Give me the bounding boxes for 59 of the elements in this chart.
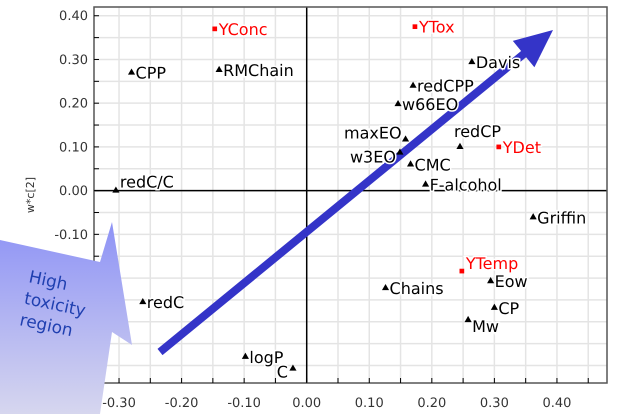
data-label: YDet xyxy=(502,138,541,157)
point xyxy=(242,352,249,359)
point xyxy=(406,160,414,166)
point xyxy=(402,135,410,142)
point xyxy=(289,364,297,371)
data-label: YConc xyxy=(218,20,268,39)
y-axis-title: w*c[2] xyxy=(24,176,37,214)
data-label: Griffin xyxy=(537,208,586,228)
data-label: w66EO xyxy=(402,95,458,114)
data-label: Eow xyxy=(494,272,528,292)
x-tick-label: -0.20 xyxy=(164,396,198,411)
y-tick-label: 0.10 xyxy=(59,140,88,156)
data-label: redC/C xyxy=(120,172,174,192)
point xyxy=(382,284,390,290)
y-tick-label: 0.00 xyxy=(59,184,88,200)
x-tick-label: 0.20 xyxy=(417,396,446,411)
y-tick-label: -0.10 xyxy=(54,228,88,243)
y-tick-label: 0.20 xyxy=(59,96,88,112)
data-label: YTox xyxy=(418,18,455,37)
point xyxy=(139,298,146,304)
point xyxy=(422,180,430,187)
point xyxy=(468,58,476,64)
data-label: CP xyxy=(498,298,520,318)
point xyxy=(490,304,498,310)
data-label: YTemp xyxy=(464,254,518,274)
data-label: redC xyxy=(146,293,184,312)
data-label: redCPP xyxy=(417,76,474,96)
point xyxy=(409,82,417,88)
point xyxy=(216,66,223,72)
x-tick-label: -0.10 xyxy=(227,396,261,411)
point xyxy=(464,316,472,322)
point xyxy=(394,100,402,106)
point xyxy=(487,277,494,284)
point xyxy=(460,268,464,274)
point xyxy=(496,144,502,150)
point xyxy=(412,24,418,30)
x-tick-label: 0.40 xyxy=(542,396,572,411)
data-label: Mw xyxy=(472,317,500,336)
y-tick-label: 0.40 xyxy=(59,9,88,24)
point xyxy=(456,142,464,149)
data-label: CMC xyxy=(414,155,451,174)
data-label: Chains xyxy=(390,279,444,298)
data-label: F-alcohol xyxy=(430,176,502,195)
data-label: w3EO xyxy=(350,148,396,167)
x-tick-label: 0.00 xyxy=(292,396,322,411)
point xyxy=(530,213,537,220)
text: High toxicity region xyxy=(18,267,88,342)
point xyxy=(112,186,120,193)
data-label: CPP xyxy=(136,64,166,83)
point xyxy=(212,26,218,32)
data-label: RMChain xyxy=(223,60,294,80)
x-tick-label: 0.10 xyxy=(354,396,384,411)
x-tick-label: -0.30 xyxy=(102,396,136,411)
point xyxy=(128,68,136,75)
data-label: redCP xyxy=(454,122,502,141)
point xyxy=(396,148,404,155)
y-tick-label: 0.30 xyxy=(59,52,88,68)
x-tick-label: 0.30 xyxy=(480,396,509,411)
data-label: maxEO xyxy=(344,123,402,142)
